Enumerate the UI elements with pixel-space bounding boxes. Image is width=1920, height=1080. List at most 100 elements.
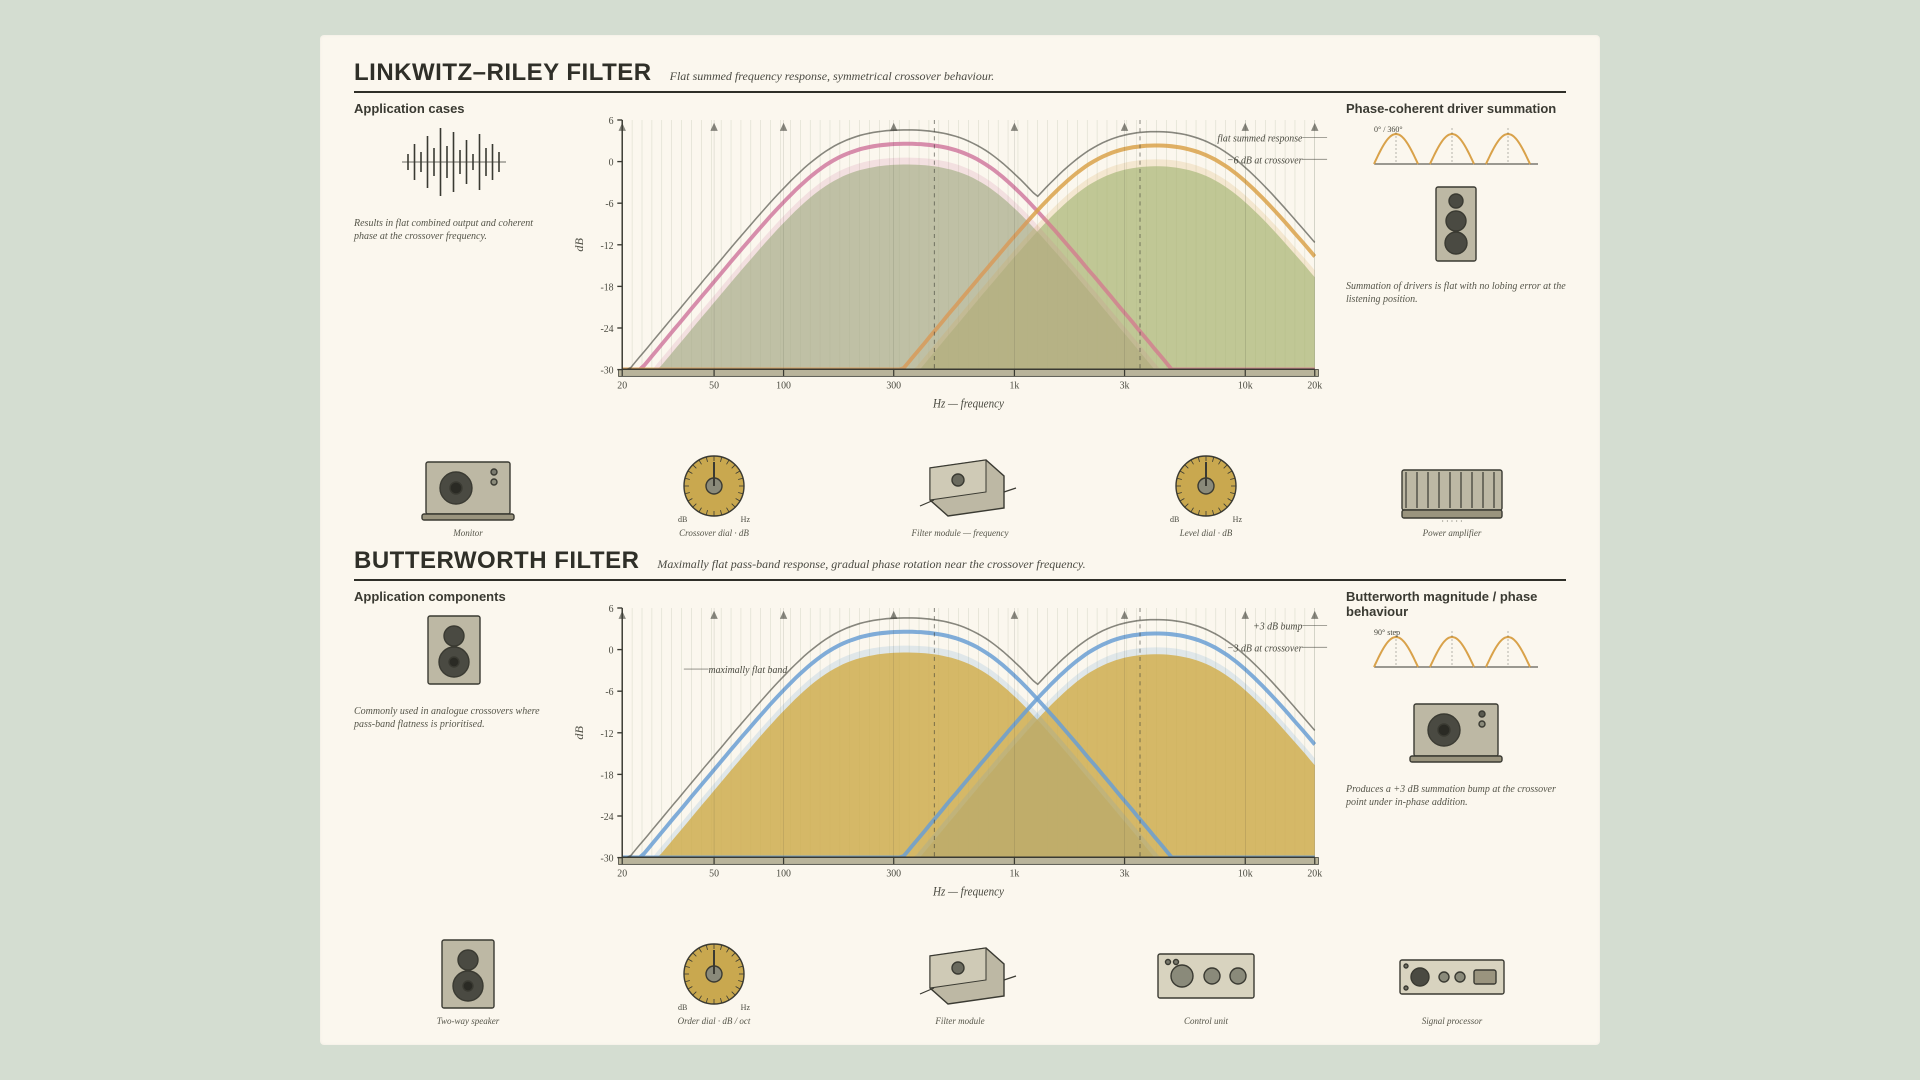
equipment-row: Monitor dB Hz Crossover dial · dB Filter mod… — [354, 419, 1566, 539]
infographic-paper: LINKWITZ–RILEY FILTER Flat summed frequen… — [320, 35, 1600, 1045]
monitor-box-icon — [354, 446, 582, 526]
svg-text:−3 dB at crossover: −3 dB at crossover — [1227, 643, 1303, 655]
equipment-item: Control unit — [1092, 934, 1320, 1027]
right-title: Butterworth magnitude / phase behaviour — [1346, 589, 1566, 619]
svg-text:-18: -18 — [600, 282, 613, 294]
equipment-item: Filter module — [846, 934, 1074, 1027]
svg-text:-30: -30 — [600, 853, 613, 865]
svg-text:100: 100 — [776, 868, 791, 880]
svg-text:dB: dB — [678, 515, 687, 524]
panel-subtitle: Flat summed frequency response, symmetri… — [670, 69, 1566, 84]
left-column: Application components Commonly used in a… — [354, 589, 554, 901]
svg-text:20: 20 — [617, 380, 627, 392]
equipment-caption: Level dial · dB — [1180, 529, 1233, 539]
right-caption: Summation of drivers is flat with no lob… — [1346, 281, 1566, 306]
equipment-caption: Control unit — [1184, 1017, 1228, 1027]
svg-text:+3 dB bump: +3 dB bump — [1253, 621, 1302, 633]
right-title: Phase-coherent driver summation — [1346, 101, 1566, 116]
phase-mini-plot: 90° step — [1346, 625, 1566, 682]
svg-text:-12: -12 — [600, 728, 613, 740]
svg-text:-24: -24 — [600, 324, 614, 336]
right-caption: Produces a +3 dB summation bump at the c… — [1346, 784, 1566, 809]
equipment-item: Filter module — frequency — [846, 446, 1074, 539]
svg-text:Hz — frequency: Hz — frequency — [932, 885, 1005, 899]
svg-text:50: 50 — [709, 868, 719, 880]
equipment-caption: Crossover dial · dB — [679, 529, 749, 539]
box-device-icon — [846, 934, 1074, 1014]
left-title: Application components — [354, 589, 554, 604]
equipment-item: dB Hz Crossover dial · dB — [600, 446, 828, 539]
svg-text:50: 50 — [709, 380, 719, 392]
svg-text:3k: 3k — [1120, 868, 1131, 880]
equipment-caption: Monitor — [453, 529, 483, 539]
svg-text:100: 100 — [776, 380, 791, 392]
svg-text:Hz: Hz — [741, 1003, 751, 1012]
svg-text:90° step: 90° step — [1374, 628, 1400, 637]
svg-text:-24: -24 — [600, 812, 614, 824]
phase-mini-plot: 0° / 360° — [1346, 122, 1566, 179]
svg-text:0: 0 — [609, 645, 614, 657]
svg-text:10k: 10k — [1238, 380, 1254, 392]
svg-text:20k: 20k — [1307, 380, 1323, 392]
left-title: Application cases — [354, 101, 554, 116]
svg-text:6: 6 — [609, 604, 614, 616]
right-column: Phase-coherent driver summation 0° / 360°… — [1346, 101, 1566, 413]
svg-text:Hz: Hz — [1233, 515, 1243, 524]
svg-text:3k: 3k — [1120, 380, 1131, 392]
svg-text:-18: -18 — [600, 770, 613, 782]
left-column: Application cases Results in flat combine… — [354, 101, 554, 413]
panel-title: LINKWITZ–RILEY FILTER — [354, 59, 652, 87]
equipment-caption: Power amplifier — [1423, 529, 1482, 539]
svg-text:-30: -30 — [600, 365, 613, 377]
svg-text:dB: dB — [573, 238, 585, 252]
panel-subtitle: Maximally flat pass-band response, gradu… — [657, 557, 1566, 572]
rack-unit-icon — [1338, 934, 1566, 1014]
left-illustration — [354, 122, 554, 212]
panel-rule — [354, 579, 1566, 581]
svg-text:6: 6 — [609, 116, 614, 128]
equipment-caption: Filter module — [935, 1017, 984, 1027]
two-way-icon — [354, 934, 582, 1014]
svg-text:300: 300 — [886, 380, 901, 392]
stage: LINKWITZ–RILEY FILTER Flat summed frequen… — [0, 0, 1920, 1080]
equipment-item: Signal processor — [1338, 934, 1566, 1027]
svg-text:20k: 20k — [1307, 868, 1323, 880]
center-column: 20501003001k3k10k20k-30-24-18-12-606Hz —… — [568, 101, 1332, 413]
response-chart: 20501003001k3k10k20k-30-24-18-12-606Hz —… — [568, 101, 1332, 413]
knob-panel-icon — [1092, 934, 1320, 1014]
panel-body: Application components Commonly used in a… — [354, 589, 1566, 901]
svg-text:0: 0 — [609, 157, 614, 169]
svg-text:-6: -6 — [605, 687, 613, 699]
equipment-row: Two-way speakerdBHzOrder dial · dB / oct… — [354, 907, 1566, 1027]
equipment-caption: Two-way speaker — [437, 1017, 500, 1027]
dial-icon: dB Hz — [1092, 446, 1320, 526]
right-illustration — [1346, 688, 1566, 778]
svg-text:Hz: Hz — [741, 515, 751, 524]
svg-text:Hz — frequency: Hz — frequency — [932, 397, 1005, 411]
panel-rule — [354, 91, 1566, 93]
left-caption: Results in flat combined output and cohe… — [354, 218, 554, 243]
amp-rack-icon: · · · · · — [1338, 446, 1566, 526]
left-caption: Commonly used in analogue crossovers whe… — [354, 706, 554, 731]
equipment-caption: Signal processor — [1422, 1017, 1482, 1027]
svg-text:dB: dB — [573, 726, 585, 740]
equipment-item: Monitor — [354, 446, 582, 539]
panel-title: BUTTERWORTH FILTER — [354, 547, 639, 575]
svg-text:-6: -6 — [605, 199, 613, 211]
equipment-item: · · · · · Power amplifier — [1338, 446, 1566, 539]
equipment-item: Two-way speaker — [354, 934, 582, 1027]
svg-text:maximally flat band: maximally flat band — [708, 665, 788, 677]
box-device-icon — [846, 446, 1074, 526]
equipment-item: dB HzLevel dial · dB — [1092, 446, 1320, 539]
svg-text:dB: dB — [678, 1003, 687, 1012]
dial-icon: dB Hz — [600, 934, 828, 1014]
svg-text:-12: -12 — [600, 240, 613, 252]
svg-text:10k: 10k — [1238, 868, 1254, 880]
left-illustration — [354, 610, 554, 700]
svg-text:−6 dB at crossover: −6 dB at crossover — [1227, 155, 1303, 167]
svg-text:flat summed response: flat summed response — [1217, 133, 1302, 145]
panel-body: Application cases Results in flat combine… — [354, 101, 1566, 413]
svg-text:· · · · ·: · · · · · — [1441, 517, 1462, 526]
right-illustration — [1346, 185, 1566, 275]
svg-text:dB: dB — [1170, 515, 1179, 524]
